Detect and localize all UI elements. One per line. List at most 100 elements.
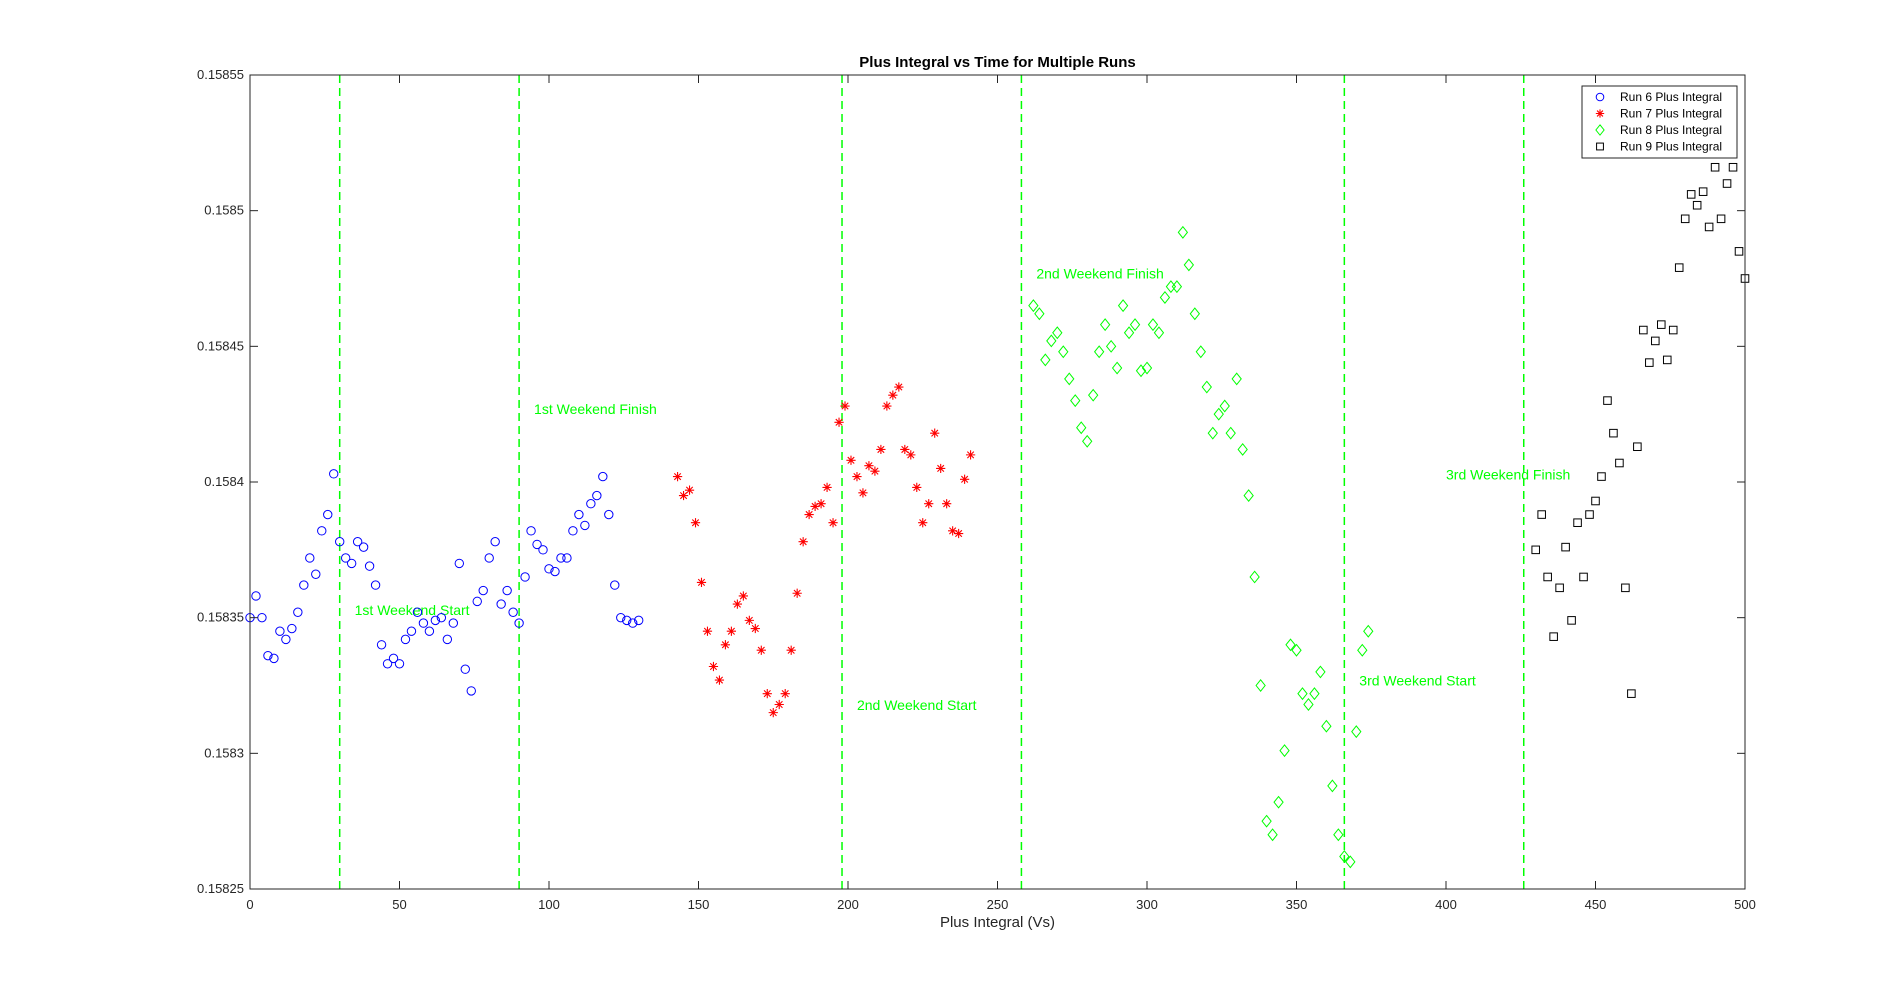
data-point (1692, 200, 1702, 210)
data-point (1046, 334, 1057, 348)
data-point (323, 509, 333, 520)
data-point (1321, 719, 1332, 733)
data-point (251, 591, 261, 601)
data-point (1595, 92, 1605, 102)
data-point (1183, 258, 1195, 272)
data-point (317, 526, 327, 536)
data-point (1351, 725, 1362, 739)
data-point (1595, 109, 1605, 118)
y-tick-label: 0.1585 (204, 203, 244, 218)
data-point (1207, 426, 1218, 440)
data-point (1704, 222, 1714, 232)
data-point (906, 450, 916, 460)
data-point (1147, 318, 1159, 332)
legend-label: Run 6 Plus Integral (1620, 90, 1722, 104)
data-point (744, 615, 754, 625)
data-point (1052, 326, 1063, 340)
x-axis: 0 50 100 150 200 250 300 350 400 450 500 (246, 75, 1756, 912)
data-point (1585, 510, 1594, 519)
data-point (930, 428, 940, 438)
data-point (634, 615, 644, 626)
data-point (1105, 339, 1117, 353)
data-point (1141, 361, 1153, 375)
data-point (281, 634, 291, 645)
data-point (1633, 442, 1642, 452)
data-point (514, 618, 524, 628)
series-run-8-plus-integral (1028, 225, 1374, 869)
x-tick-label: 500 (1734, 897, 1756, 912)
data-point (592, 490, 602, 501)
data-point (798, 537, 808, 547)
data-point (616, 612, 626, 623)
data-point (804, 509, 814, 520)
data-point (382, 659, 393, 669)
annotation-group: 1st Weekend Start 1st Weekend Finish 2nd W… (355, 266, 1571, 713)
data-point (418, 618, 429, 628)
data-point (846, 455, 856, 465)
data-point (870, 466, 880, 476)
data-point (526, 526, 536, 536)
data-point (1698, 187, 1708, 196)
data-point (924, 499, 934, 509)
data-point (1639, 325, 1648, 335)
data-point (1555, 583, 1564, 593)
annotation-label: 2nd Weekend Finish (1036, 266, 1163, 282)
data-point (1668, 325, 1678, 335)
data-point (1153, 326, 1165, 340)
data-point (311, 569, 321, 579)
x-tick-label: 300 (1136, 897, 1158, 912)
data-point (1728, 162, 1738, 172)
legend-item: Run 6 Plus Integral (1595, 90, 1722, 104)
annotation-label: 3rd Weekend Start (1359, 673, 1476, 689)
data-point (738, 591, 748, 601)
y-axis: 0.15825 0.1583 0.15835 0.1584 0.15845 0.1585 0… (197, 67, 1745, 896)
x-tick-label: 50 (392, 897, 406, 912)
data-point (394, 659, 405, 669)
data-point (1093, 345, 1105, 359)
data-point (556, 553, 566, 563)
series-run-9-plus-integral (1531, 162, 1750, 698)
data-point (1657, 320, 1666, 329)
data-point (702, 626, 713, 636)
data-point (1273, 795, 1284, 809)
data-point (876, 444, 886, 455)
data-point (1201, 380, 1212, 394)
data-point (1111, 361, 1123, 375)
data-point (1231, 372, 1242, 386)
data-point (1621, 583, 1630, 593)
data-point (269, 653, 279, 664)
data-point (834, 417, 844, 427)
legend-label: Run 9 Plus Integral (1620, 140, 1722, 154)
series-run-6-plus-integral (245, 469, 644, 696)
data-point (1213, 407, 1224, 421)
data-point (1076, 421, 1087, 435)
y-tick-label: 0.15835 (197, 610, 244, 625)
data-point (502, 585, 512, 596)
data-point (1603, 396, 1612, 405)
y-tick-label: 0.1584 (204, 474, 244, 489)
data-point (1117, 299, 1129, 313)
data-point (822, 482, 832, 493)
data-point (720, 640, 731, 650)
data-point (1189, 307, 1201, 321)
data-point (1195, 345, 1206, 359)
chart-title: Plus Integral vs Time for Multiple Runs (859, 54, 1135, 71)
data-point (1597, 472, 1606, 481)
data-point (750, 623, 760, 634)
data-point (1710, 162, 1720, 172)
x-tick-label: 0 (246, 897, 253, 912)
data-point (1734, 247, 1744, 256)
data-point (1303, 698, 1314, 711)
data-point (936, 463, 946, 474)
data-point (816, 499, 826, 509)
y-tick-label: 0.15845 (197, 338, 244, 353)
data-point (900, 444, 910, 455)
data-point (912, 482, 922, 493)
data-point (496, 599, 506, 609)
x-tick-label: 150 (688, 897, 710, 912)
legend-box (1581, 85, 1738, 159)
data-point (1279, 744, 1290, 758)
data-point (454, 558, 464, 569)
data-point (1099, 318, 1111, 332)
data-point (1243, 489, 1254, 503)
